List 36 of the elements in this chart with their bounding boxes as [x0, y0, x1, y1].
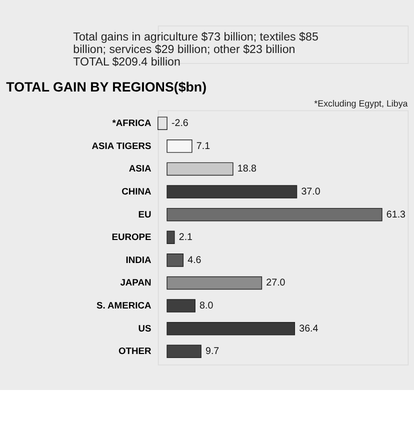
y-tick-label: EUROPE: [112, 232, 152, 242]
data-label: -2.6: [172, 118, 189, 130]
data-label: 27.0: [266, 278, 286, 289]
text: *Excluding Egypt, Libya: [314, 98, 408, 109]
y-tick-label: ASIA TIGERS: [92, 140, 152, 151]
text: Total gains in agriculture $73 billion; textiles $85 billion; services $29 billion; other $23 billion: [73, 32, 318, 56]
y-tick-label: EU: [138, 209, 152, 220]
data-label: 18.8: [237, 164, 258, 175]
bar: [166, 344, 202, 358]
bar: [166, 140, 192, 153]
data-label: 9.7: [206, 346, 220, 358]
bar: [166, 162, 234, 176]
data-label: 7.1: [196, 140, 210, 152]
bar: [166, 230, 175, 244]
bar: [166, 276, 262, 290]
chart-title: TOTAL GAIN BY REGIONS($bn): [6, 80, 207, 94]
bar: [166, 299, 196, 312]
y-tick-label: JAPAN: [120, 278, 152, 288]
data-label: 61.3: [386, 209, 406, 220]
text: TOTAL $209.4 billion: [73, 56, 180, 69]
data-label: 37.0: [301, 186, 321, 198]
data-label: 36.4: [299, 323, 319, 334]
y-tick-label: INDIA: [126, 254, 152, 265]
y-tick-label: US: [138, 323, 152, 334]
bar: [166, 208, 382, 222]
y-tick-label: OTHER: [118, 346, 152, 356]
data-label: 2.1: [178, 232, 192, 244]
data-label: 4.6: [188, 254, 202, 266]
bar: [166, 322, 296, 336]
bar: [166, 254, 184, 267]
y-tick-label: *AFRICA: [112, 118, 152, 128]
y-tick-label: S. AMERICA: [96, 300, 152, 310]
y-tick-label: ASIA: [128, 164, 152, 174]
data-label: 8.0: [200, 300, 214, 312]
bar: [166, 185, 298, 198]
y-tick-label: CHINA: [122, 186, 152, 196]
